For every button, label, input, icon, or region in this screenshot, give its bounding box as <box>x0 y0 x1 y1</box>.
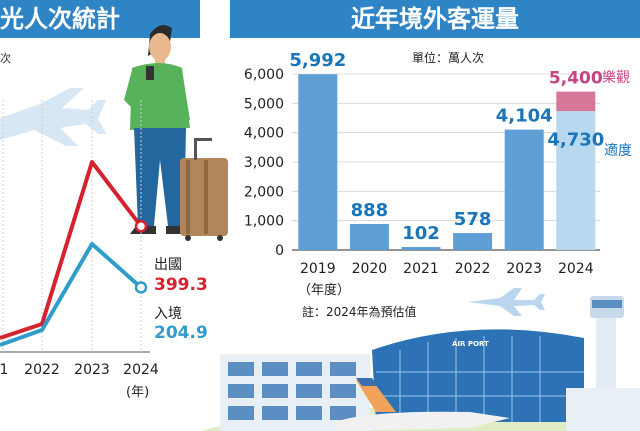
line-inbound-series <box>0 242 143 347</box>
bar <box>556 111 596 251</box>
bar-y-tick-label: 3,000 <box>244 155 284 171</box>
bar-x-tick-label: 2021 <box>403 261 439 277</box>
line-inbound-end-marker <box>134 281 148 294</box>
bar-x-tick-label: 2019 <box>300 261 336 277</box>
bar <box>453 233 493 250</box>
bar-y-tick-label: 6,000 <box>244 67 284 83</box>
bar <box>349 223 389 250</box>
line-chart: 次 1 2022 2023 2024 (年) 出國 399.3 入境 204.9 <box>0 51 208 400</box>
estimate-note: 註：2024年為預估值 <box>302 304 417 319</box>
plane-right-icon <box>468 288 545 316</box>
bar-value-label: 578 <box>454 209 492 230</box>
line-x-tick-label: 2024 <box>123 362 159 378</box>
bar-y-tick-label: 2,000 <box>244 184 284 200</box>
bar-value-label: 4,730 <box>547 129 604 150</box>
bar <box>298 74 338 250</box>
segment-label-lower: 適度 <box>604 142 632 159</box>
bar-chart: 單位：萬人次 0 1,000 2,000 3,000 4,000 5,000 6,000 5… <box>244 50 632 319</box>
line-x-tick-label: 2022 <box>24 362 60 378</box>
decoration-layer: AIR PORT <box>0 25 640 431</box>
bar-value-label: 4,104 <box>496 106 553 127</box>
segment-label-upper: 樂觀 <box>602 69 630 86</box>
line-x-tick-label: 1 <box>0 362 8 378</box>
left-panel-title: 光人次統計 <box>0 0 200 38</box>
bar-x-tick-label: 2022 <box>455 261 491 277</box>
legend-inbound-value: 204.9 <box>154 323 208 343</box>
legend-inbound-name: 入境 <box>154 306 182 322</box>
bar-y-tick-label: 0 <box>275 243 284 259</box>
bar-x-tick-label: 2020 <box>352 261 388 277</box>
plane-left-icon <box>0 88 106 146</box>
bar-unit-label: 單位：萬人次 <box>412 50 484 65</box>
legend-outbound-value: 399.3 <box>154 275 208 295</box>
traveler-figure <box>124 25 228 241</box>
bar-optimistic-segment <box>556 91 596 112</box>
right-panel-title: 近年境外客運量 <box>230 0 640 38</box>
bar-x-tick-label: 2024 <box>558 261 594 277</box>
bar <box>504 129 544 250</box>
bar-value-label: 888 <box>351 200 389 221</box>
left-unit-fragment: 次 <box>0 51 11 65</box>
bar-y-tick-label: 1,000 <box>244 214 284 230</box>
line-x-tick-label: 2023 <box>74 362 110 378</box>
airport-sign: AIR PORT <box>452 340 489 348</box>
line-x-unit-label: (年) <box>126 385 149 400</box>
bar-value-label: 102 <box>402 223 440 244</box>
bar-x-unit-label: （年度） <box>298 282 350 298</box>
bar-x-tick-label: 2023 <box>506 261 542 277</box>
bar <box>401 247 441 250</box>
bar-optimistic-value-label: 5,400 <box>549 69 603 89</box>
bar-y-tick-label: 4,000 <box>244 126 284 142</box>
line-outbound-end-marker <box>134 219 148 233</box>
legend-outbound-name: 出國 <box>154 257 182 273</box>
airport-illustration: AIR PORT <box>200 296 640 431</box>
line-outbound-series <box>0 160 143 340</box>
bar-value-label: 5,992 <box>289 50 346 71</box>
bar-y-tick-label: 5,000 <box>244 96 284 112</box>
